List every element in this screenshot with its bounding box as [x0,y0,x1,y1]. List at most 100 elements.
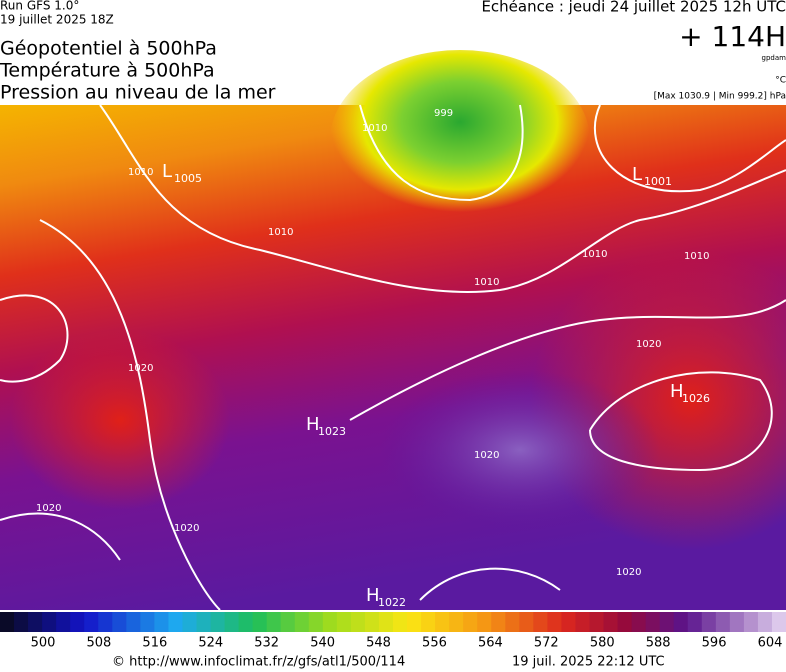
colorbar-swatch [168,612,183,632]
colorbar-label: 516 [142,636,167,651]
colorbar-label: 532 [254,636,279,651]
pressure-center-letter: H [306,414,320,435]
isobar-label: 1020 [616,567,641,578]
colorbar: 500 508 516 524 532 540 548 556 564 572 580 588 596 6… [0,612,786,651]
title: Température à 500hPa [0,60,215,82]
run-date: 19 juillet 2025 18Z [0,13,114,27]
footer: © http://www.infoclimat.fr/z/gfs/atl1/50… [112,655,665,670]
colorbar-swatch [477,612,492,632]
pressure-range: [Max 1030.9 | Min 999.2] hPa [654,92,786,102]
colorbar-swatch [631,612,647,632]
pressure-center-letter: H [670,381,684,402]
colorbar-label: 500 [31,636,56,651]
colorbar-swatch [701,612,717,632]
colorbar-label: 508 [87,636,112,651]
isobar-label: 1020 [36,503,61,514]
source: © http://www.infoclimat.fr/z/gfs/atl1/50… [112,655,405,670]
colorbar-swatch [224,612,240,632]
colorbar-swatch [196,612,212,632]
colorbar-swatch [673,612,689,632]
colorbar-swatch [154,612,169,632]
isobar-label: 1010 [684,251,709,262]
colorbar-label: 572 [534,636,559,651]
colorbar-swatch [56,612,71,632]
colorbar-swatch [70,612,85,632]
colorbar-label: 604 [758,636,783,651]
colorbar-swatch [449,612,464,632]
colorbar-swatch [98,612,113,632]
isobar-label: 1020 [128,363,153,374]
colorbar-label: 596 [702,636,727,651]
colorbar-swatch [393,612,408,632]
colorbar-swatch [336,612,352,632]
colorbar-label: 580 [590,636,615,651]
pressure-center-value: 1026 [682,392,710,405]
colorbar-swatch [364,612,380,632]
colorbar-swatch [617,612,633,632]
colorbar-swatch [112,612,127,632]
colorbar-swatch [547,612,562,632]
colorbar-label: 524 [198,636,223,651]
colorbar-swatch [575,612,590,632]
pressure-center-value: 1001 [644,175,672,188]
header: Run GFS 1.0° 19 juillet 2025 18Z Géopote… [0,0,786,104]
colorbar-swatch [435,612,450,632]
isobar-label: 999 [434,108,453,119]
colorbar-swatch [519,612,534,632]
colorbar-swatch [252,612,268,632]
title: Géopotentiel à 500hPa [0,38,217,60]
colorbar-swatch [757,612,773,632]
colorbar-swatch [14,612,29,632]
colorbar-swatch [350,612,366,632]
isobar-label: 1010 [128,167,153,178]
colorbar-swatch [280,612,296,632]
pressure-center-letter: L [632,164,642,185]
colorbar-swatch [659,612,675,632]
colorbar-swatch [294,612,310,632]
map-labels: L 1005 L 1001H1023H1026H1022999101010101010… [36,108,710,609]
isobar-label: 1010 [362,123,387,134]
colorbar-swatch [491,612,506,632]
pressure-center-letter: L [162,161,172,182]
pressure-center-value: 1022 [378,596,406,609]
warm-core [380,370,660,530]
isobars [0,104,786,611]
colorbar-label: 564 [478,636,503,651]
colorbar-swatch [771,612,786,632]
unit: gpdam [762,54,786,62]
warm-area [10,330,230,510]
pressure-center-value: 1023 [318,425,346,438]
colorbar-swatch [421,612,436,632]
colorbar-swatch [743,612,759,632]
colorbar-label: 588 [646,636,671,651]
colorbar-swatch [182,612,197,632]
isobar-label: 1010 [474,277,499,288]
isobar-label: 1020 [174,523,199,534]
colorbar-swatch [407,612,422,632]
colorbar-swatch [603,612,619,632]
forecast-time: Echéance : jeudi 24 juillet 2025 12h UTC [481,0,786,16]
colorbar-swatch [266,612,282,632]
cold-core [330,50,590,230]
colorbar-swatch [687,612,703,632]
colorbar-swatch [28,612,43,632]
colorbar-swatch [729,612,745,632]
colorbar-swatch [533,612,548,632]
forecast-hour: + 114H [679,20,786,53]
title: Pression au niveau de la mer [0,82,276,104]
isobar-label: 1020 [636,339,661,350]
colorbar-swatch [378,612,394,632]
colorbar-swatch [715,612,731,632]
colorbar-swatch [505,612,520,632]
pressure-center-letter: H [366,585,380,606]
pressure-center-value: 1005 [174,172,202,185]
isobar-label: 1010 [582,249,607,260]
colorbar-swatch [238,612,254,632]
colorbar-label: 556 [422,636,447,651]
map [0,50,786,611]
colorbar-swatch [0,612,15,632]
colorbar-swatch [126,612,141,632]
colorbar-swatch [84,612,99,632]
colorbar-swatch [645,612,661,632]
